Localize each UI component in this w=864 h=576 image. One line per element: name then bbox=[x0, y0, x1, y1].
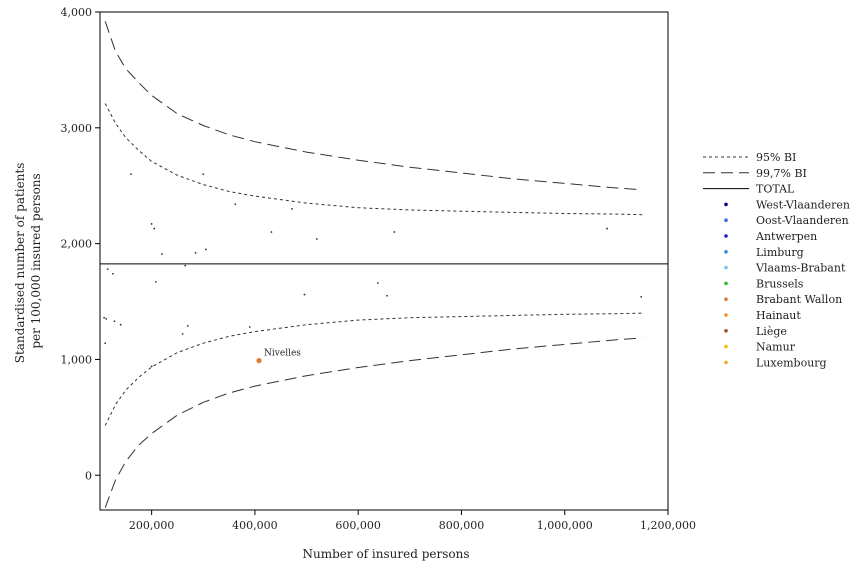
data-point bbox=[106, 268, 109, 271]
legend-marker bbox=[724, 360, 728, 365]
data-point bbox=[181, 333, 184, 335]
data-point bbox=[234, 203, 237, 206]
legend-label: Antwerpen bbox=[755, 230, 817, 243]
legend-label: Oost-Vlaanderen bbox=[756, 214, 849, 227]
bi997-lower-line bbox=[104, 337, 643, 508]
y-tick-label: 0 bbox=[85, 469, 92, 482]
legend-label: Namur bbox=[756, 341, 796, 354]
legend-marker bbox=[724, 329, 728, 333]
data-point bbox=[606, 227, 608, 230]
legend-marker bbox=[724, 218, 728, 222]
data-point bbox=[161, 253, 163, 255]
legend-label: 99,7% BI bbox=[756, 167, 807, 180]
data-point bbox=[105, 318, 108, 320]
data-point bbox=[315, 238, 318, 240]
x-tick-label: 1,200,000 bbox=[640, 519, 696, 532]
data-point bbox=[303, 293, 306, 296]
x-axis-title: Number of insured persons bbox=[303, 547, 470, 561]
data-point bbox=[119, 323, 122, 326]
x-tick-label: 600,000 bbox=[335, 519, 381, 532]
data-point bbox=[202, 173, 205, 176]
y-tick-label: 2,000 bbox=[61, 238, 93, 251]
legend: 95% BI 99,7% BI TOTAL West-Vlaanderen Oost-V… bbox=[703, 151, 850, 369]
data-point bbox=[130, 173, 132, 176]
y-tick-label: 3,000 bbox=[61, 122, 93, 135]
data-point bbox=[104, 342, 107, 345]
x-tick-label: 400,000 bbox=[232, 519, 278, 532]
legend-label: Brabant Wallon bbox=[756, 293, 842, 306]
data-point bbox=[154, 280, 157, 283]
bi997-upper-line bbox=[104, 21, 643, 191]
legend-marker bbox=[724, 344, 728, 349]
data-point bbox=[376, 282, 379, 284]
bi95-lower-line bbox=[104, 312, 643, 426]
data-point bbox=[153, 227, 156, 230]
y-axis: 0 1,000 2,000 3,000 4,000 bbox=[61, 6, 100, 482]
data-point bbox=[103, 316, 106, 319]
data-point bbox=[150, 365, 153, 368]
bi95-upper-line bbox=[104, 103, 643, 216]
data-point bbox=[112, 272, 114, 275]
x-tick-label: 800,000 bbox=[439, 519, 485, 532]
legend-marker bbox=[724, 281, 728, 286]
x-axis: 200,000 400,000 600,000 800,000 1,000,000 1,2… bbox=[129, 510, 696, 532]
legend-label: TOTAL bbox=[756, 183, 795, 196]
legend-label: Vlaams-Brabant bbox=[755, 262, 846, 275]
data-point bbox=[640, 296, 643, 298]
data-point bbox=[186, 324, 189, 327]
data-point bbox=[270, 231, 273, 233]
legend-marker bbox=[724, 234, 728, 238]
data-point bbox=[194, 251, 197, 254]
legend-label: 95% BI bbox=[756, 151, 796, 164]
y-tick-label: 1,000 bbox=[61, 353, 93, 366]
legend-marker bbox=[724, 250, 728, 254]
data-point bbox=[248, 326, 251, 328]
legend-label: Luxembourg bbox=[756, 356, 827, 369]
data-point bbox=[150, 223, 153, 225]
legend-label: Hainaut bbox=[756, 309, 801, 322]
y-axis-title: Standardised number of patients per 100,… bbox=[13, 159, 43, 364]
legend-marker bbox=[724, 297, 728, 302]
plot-layer: Nivelles bbox=[100, 21, 668, 508]
legend-marker bbox=[724, 313, 728, 317]
highlight-point-nivelles bbox=[256, 358, 262, 364]
x-tick-label: 200,000 bbox=[129, 519, 175, 532]
legend-label: West-Vlaanderen bbox=[756, 198, 850, 211]
y-tick-label: 4,000 bbox=[61, 6, 93, 19]
data-point bbox=[113, 320, 116, 323]
legend-marker bbox=[724, 202, 728, 207]
data-point bbox=[386, 294, 388, 297]
legend-marker bbox=[724, 265, 728, 270]
plot-frame bbox=[99, 11, 669, 511]
legend-label: Brussels bbox=[756, 277, 804, 290]
legend-label: Limburg bbox=[756, 246, 804, 259]
highlight-label-nivelles: Nivelles bbox=[264, 349, 301, 359]
data-point bbox=[393, 231, 396, 233]
data-point bbox=[291, 207, 293, 210]
y-axis-title-line-2: per 100,000 insured persons bbox=[29, 173, 43, 348]
x-tick-label: 1,000,000 bbox=[537, 519, 593, 532]
y-axis-title-line-1: Standardised number of patients bbox=[13, 163, 27, 364]
legend-label: Liège bbox=[756, 325, 787, 338]
data-point bbox=[184, 264, 187, 267]
data-point bbox=[204, 248, 207, 251]
